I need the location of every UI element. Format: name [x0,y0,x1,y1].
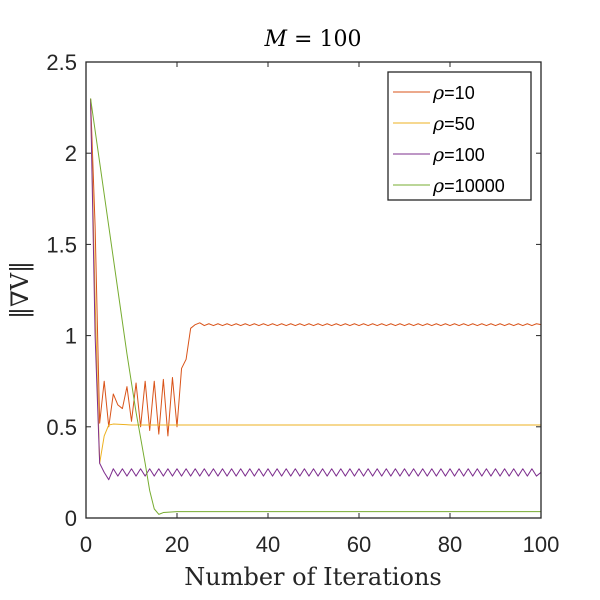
series-line-0 [90,98,542,437]
y-axis-label: ‖∇V‖ [6,261,35,319]
legend-rho-symbol: ρ [432,175,445,197]
chart-title: M = 100 [264,27,362,52]
chart-title-var: M [264,27,288,52]
legend-rho-symbol: ρ [432,82,445,104]
legend-value: =10000 [444,176,505,196]
series-layer [90,98,542,515]
x-tick-label: 80 [438,532,462,557]
y-tick-label: 2.5 [46,50,77,75]
y-tick-label: 0 [65,506,77,531]
x-tick-label: 100 [523,532,560,557]
x-axis-label: Number of Iterations [184,563,442,591]
series-line-2 [90,98,542,481]
y-tick-label: 0.5 [46,415,77,440]
legend-label-3: ρ=10000 [432,175,505,197]
legend-value: =10 [444,83,475,103]
legend-box [387,71,532,201]
legend-rho-symbol: ρ [432,144,445,166]
legend-rho-symbol: ρ [432,113,445,135]
legend-label-2: ρ=100 [432,144,485,166]
legend-value: =100 [444,145,485,165]
y-tick-label: 1.5 [46,232,77,257]
x-tick-label: 20 [165,532,189,557]
x-tick-label: 0 [80,532,92,557]
x-tick-label: 40 [256,532,280,557]
chart-title-rest: = 100 [287,27,361,52]
legend-value: =50 [444,114,475,134]
legend-label-0: ρ=10 [432,82,475,104]
legend-label-1: ρ=50 [432,113,475,135]
series-line-3 [90,98,541,515]
ticks-layer: 0 20 40 60 80 100 0 0.5 1 1.5 2 2.5 [46,50,559,557]
y-tick-label: 2 [65,141,77,166]
x-tick-label: 60 [347,532,371,557]
y-tick-label: 1 [65,324,77,349]
axes-box [85,61,542,519]
